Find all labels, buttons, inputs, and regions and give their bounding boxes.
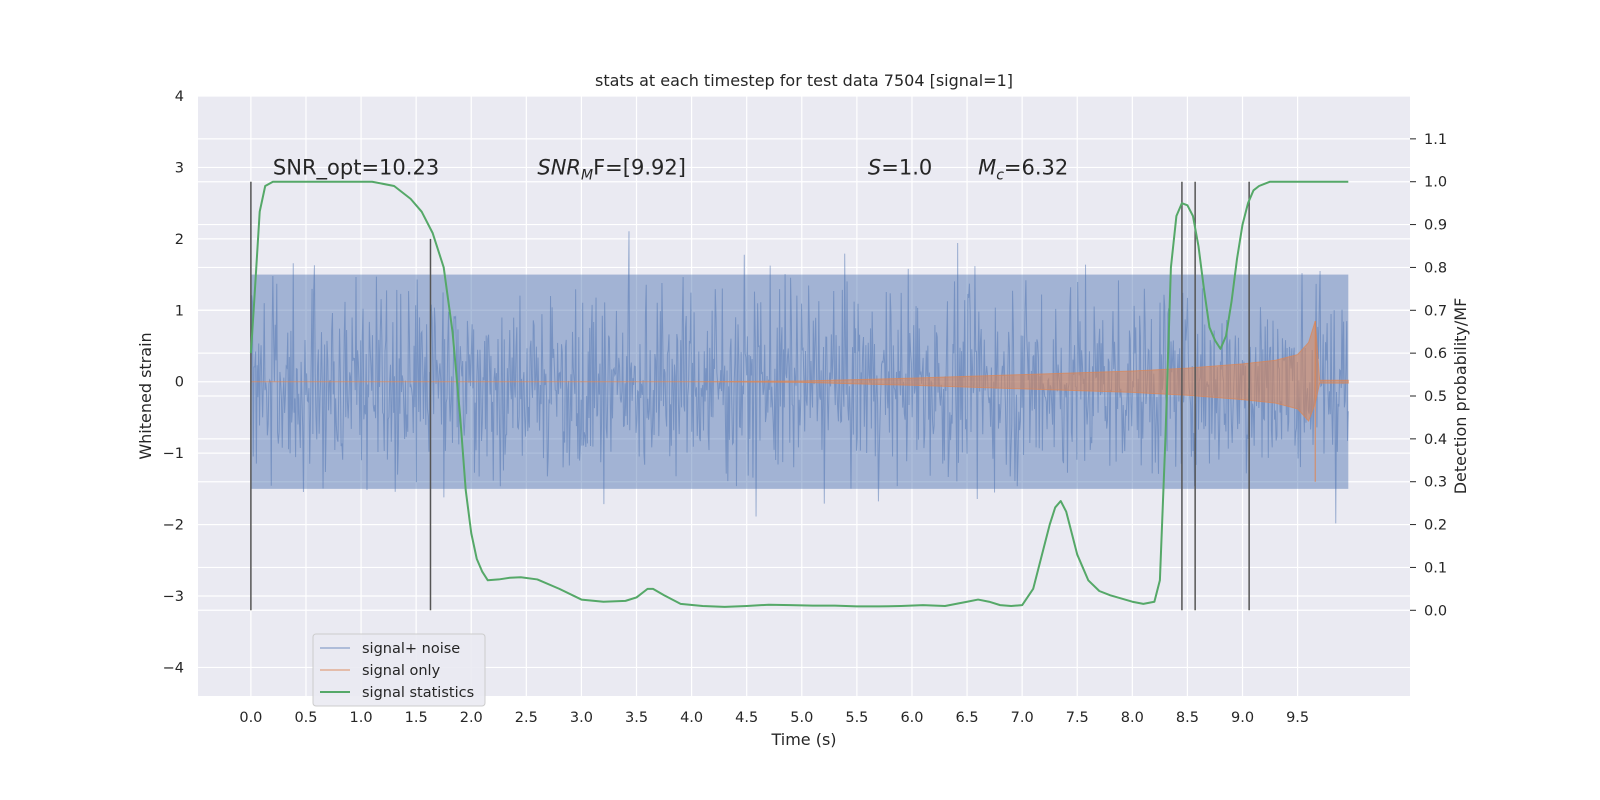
- y-left-tick-label: 3: [175, 160, 184, 176]
- x-tick-label: 0.5: [294, 710, 317, 726]
- legend-label-noise: signal+ noise: [362, 641, 460, 657]
- y-right-tick-label: 0.8: [1424, 260, 1447, 276]
- annotation-symbol: SNR: [537, 155, 581, 179]
- x-tick-labels: 0.0 0.5 1.0 1.5 2.0 2.5 3.0 3.5 4.0 4.5 5.0 5.5 6.0 6…: [239, 710, 1309, 726]
- x-tick-label: 4.0: [680, 710, 703, 726]
- legend-label-signal: signal only: [362, 663, 441, 679]
- y-right-tick-label: 1.0: [1424, 175, 1447, 191]
- x-tick-label: 8.0: [1121, 710, 1144, 726]
- annotation-value: F=[9.92]: [593, 155, 686, 179]
- legend-box: [312, 633, 486, 707]
- annotation-value: =1.0: [881, 155, 932, 179]
- annotation-symbol: S: [868, 155, 881, 179]
- y-left-tick-label: −3: [163, 589, 184, 605]
- y-left-tick-label: −4: [163, 660, 184, 676]
- annotation-text: SNR_opt=10.23: [273, 155, 439, 180]
- annotation-subscript: c: [996, 167, 1004, 183]
- x-axis-label: Time (s): [770, 730, 836, 749]
- y-right-tick-label: 0.1: [1424, 560, 1447, 576]
- annotation-text: S=1.0: [868, 155, 932, 179]
- x-tick-label: 8.5: [1176, 710, 1199, 726]
- y-right-tick-label: 0.0: [1424, 603, 1447, 619]
- y-left-tick-label: −1: [163, 446, 184, 462]
- y-left-tick-label: −2: [163, 518, 184, 534]
- y-left-tick-label: 0: [175, 375, 184, 391]
- y-left-axis-label: Whitened strain: [136, 332, 155, 459]
- x-tick-label: 7.5: [1066, 710, 1089, 726]
- annotation-text: Mc=6.32: [978, 155, 1068, 183]
- y-right-tick-label: 0.7: [1424, 303, 1447, 319]
- signal-statistics-series: [249, 180, 1349, 608]
- x-tick-label: 3.0: [570, 710, 593, 726]
- x-tick-label: 7.0: [1011, 710, 1034, 726]
- y-left-tick-label: 4: [175, 89, 184, 105]
- x-tick-label: 6.5: [956, 710, 979, 726]
- annotation-symbol: M: [978, 155, 996, 179]
- chart-title: stats at each timestep for test data 750…: [595, 71, 1013, 90]
- x-tick-label: 3.5: [625, 710, 648, 726]
- y-right-tick-labels: 1.1 1.0 0.9 0.8 0.7 0.6 0.5 0.4 0.3 0.2 0.1 0.0: [1410, 132, 1447, 619]
- x-tick-label: 0.0: [239, 710, 262, 726]
- x-tick-label: 2.5: [515, 710, 538, 726]
- x-tick-label: 1.5: [405, 710, 428, 726]
- y-right-tick-label: 1.1: [1424, 132, 1447, 148]
- signal-only-series: [250, 320, 1349, 482]
- vertical-markers: [250, 181, 1250, 611]
- y-right-tick-label: 0.6: [1424, 346, 1447, 362]
- y-right-axis-label: Detection probability/MF: [1451, 298, 1470, 495]
- x-tick-label: 6.0: [900, 710, 923, 726]
- annotation-subscript: M: [581, 167, 593, 183]
- x-tick-label: 2.0: [460, 710, 483, 726]
- y-left-tick-label: 1: [175, 303, 184, 319]
- y-right-tick-label: 0.3: [1424, 475, 1447, 491]
- signal-statistics-line: [249, 180, 1349, 608]
- legend-label-stats: signal statistics: [362, 685, 474, 701]
- y-right-tick-label: 0.5: [1424, 389, 1447, 405]
- y-right-tick-label: 0.4: [1424, 432, 1447, 448]
- y-left-tick-label: 2: [175, 232, 184, 248]
- x-tick-label: 5.0: [790, 710, 813, 726]
- annotation-text: SNRMF=[9.92]: [537, 155, 686, 183]
- y-right-tick-label: 0.9: [1424, 218, 1447, 234]
- x-tick-label: 5.5: [845, 710, 868, 726]
- x-tick-label: 9.0: [1231, 710, 1254, 726]
- x-tick-label: 9.5: [1286, 710, 1309, 726]
- annotations: SNR_opt=10.23 SNRMF=[9.92] S=1.0 Mc=6.32: [273, 155, 1068, 183]
- x-tick-label: 1.0: [350, 710, 373, 726]
- signal-only-envelope: [250, 320, 1349, 422]
- y-right-tick-label: 0.2: [1424, 518, 1447, 534]
- annotation-value: =6.32: [1004, 155, 1068, 179]
- x-tick-label: 4.5: [735, 710, 758, 726]
- legend: signal+ noise signal only signal statist…: [312, 633, 486, 707]
- y-left-tick-labels: 4 3 2 1 0 −1 −2 −3 −4: [163, 89, 184, 676]
